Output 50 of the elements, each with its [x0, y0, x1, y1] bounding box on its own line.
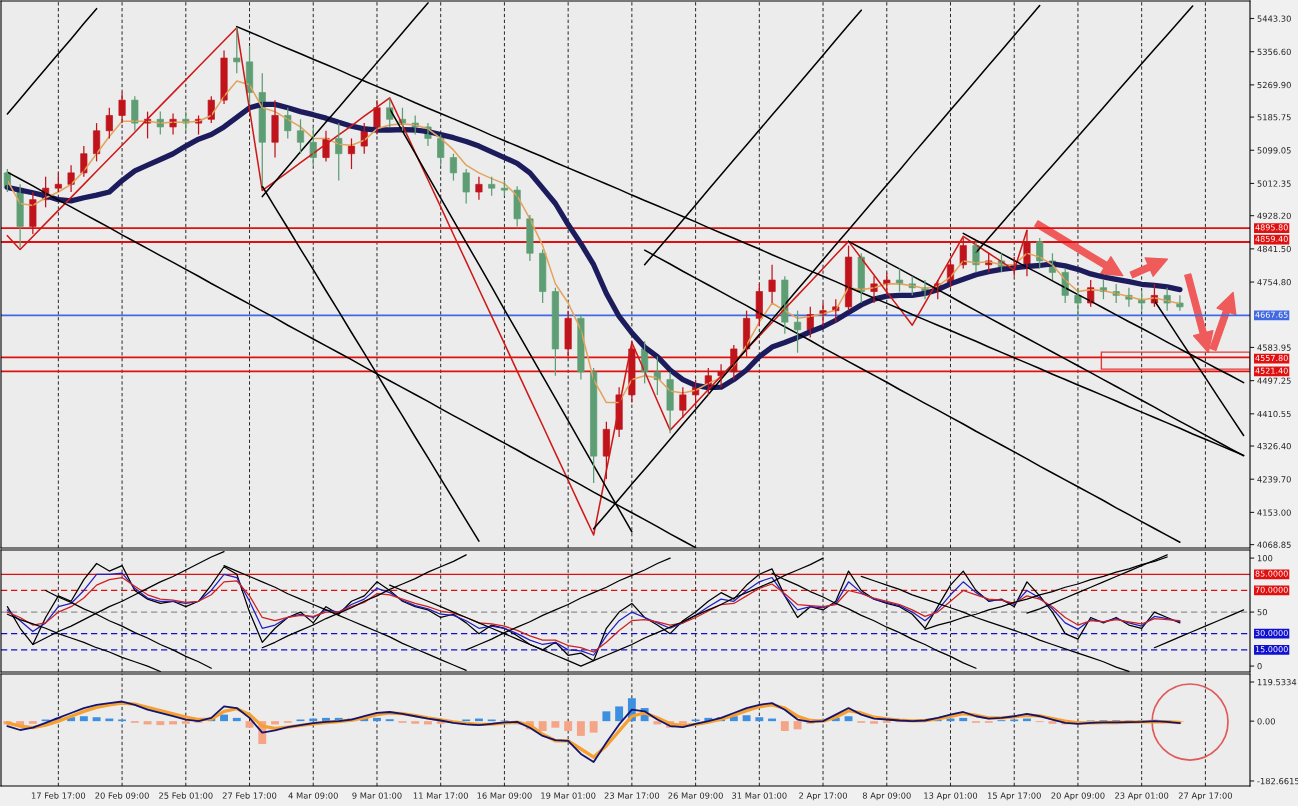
x-tick-label: 27 Feb 17:00	[222, 792, 277, 799]
y-tick-label: 0	[1257, 663, 1262, 670]
ref-line-label: 4895.80	[1255, 224, 1288, 231]
x-tick-label: 23 Apr 01:00	[1115, 792, 1169, 801]
y-tick-label: 4410.55	[1257, 410, 1291, 418]
y-tick-label: 5185.75	[1257, 114, 1291, 121]
x-tick-label: 23 Mar 17:00	[604, 792, 660, 799]
y-tick-label: 0.00	[1257, 718, 1275, 725]
y-tick-label: 4326.40	[1257, 443, 1291, 450]
ref-line-label: 4521.40	[1255, 367, 1288, 374]
x-tick-label: 27 Apr 17:00	[1178, 792, 1233, 801]
y-tick-label: 4239.70	[1257, 476, 1291, 483]
y-tick-label: 5269.90	[1257, 81, 1291, 89]
x-tick-label: 25 Feb 01:00	[159, 792, 213, 799]
y-tick-label: 4841.50	[1257, 245, 1291, 253]
x-tick-label: 8 Apr 09:00	[862, 792, 911, 801]
ref-line-label: 85.0000	[1255, 570, 1288, 577]
y-tick-label: -182.6615	[1257, 777, 1298, 785]
ref-line-label: 4557.80	[1255, 354, 1288, 362]
x-tick-label: 13 Apr 01:00	[924, 792, 978, 801]
x-tick-label: 4 Mar 09:00	[288, 792, 338, 799]
y-tick-label: 5012.35	[1257, 180, 1291, 187]
y-tick-label: 4754.80	[1257, 279, 1291, 286]
ref-line-label: 4667.65	[1255, 311, 1288, 318]
x-tick-label: 20 Apr 09:00	[1051, 792, 1105, 801]
y-tick-label: 50	[1257, 609, 1267, 616]
y-tick-label: 5099.05	[1257, 147, 1291, 154]
ref-line-label: 15.0000	[1255, 646, 1288, 653]
y-tick-label: 4153.00	[1257, 509, 1291, 516]
y-tick-label: 5443.30	[1257, 15, 1291, 22]
x-tick-label: 26 Mar 09:00	[668, 792, 723, 799]
ref-line-label: 4859.40	[1255, 235, 1288, 242]
x-tick-label: 16 Mar 09:00	[477, 792, 532, 799]
y-tick-label: 5356.60	[1257, 48, 1291, 55]
x-tick-label: 2 Apr 17:00	[799, 792, 848, 801]
y-tick-label: 4497.25	[1257, 377, 1291, 384]
x-tick-label: 20 Feb 09:00	[95, 792, 149, 799]
x-tick-label: 15 Apr 17:00	[987, 792, 1041, 801]
y-tick-label: 4583.95	[1257, 344, 1291, 351]
ref-line-label: 70.0000	[1255, 586, 1288, 593]
ref-line-label: 30.0000	[1255, 629, 1288, 637]
x-tick-label: 9 Mar 01:00	[352, 792, 402, 799]
x-tick-label: 19 Mar 01:00	[541, 792, 596, 799]
x-tick-label: 31 Mar 01:00	[732, 792, 787, 799]
y-tick-label: 100	[1257, 555, 1273, 562]
y-tick-label: 119.5334	[1257, 678, 1297, 686]
y-tick-label: 4928.20	[1257, 212, 1291, 219]
y-tick-label: 4068.85	[1257, 541, 1291, 548]
x-tick-label: 11 Mar 17:00	[413, 792, 468, 799]
x-tick-label: 17 Feb 17:00	[31, 792, 86, 799]
